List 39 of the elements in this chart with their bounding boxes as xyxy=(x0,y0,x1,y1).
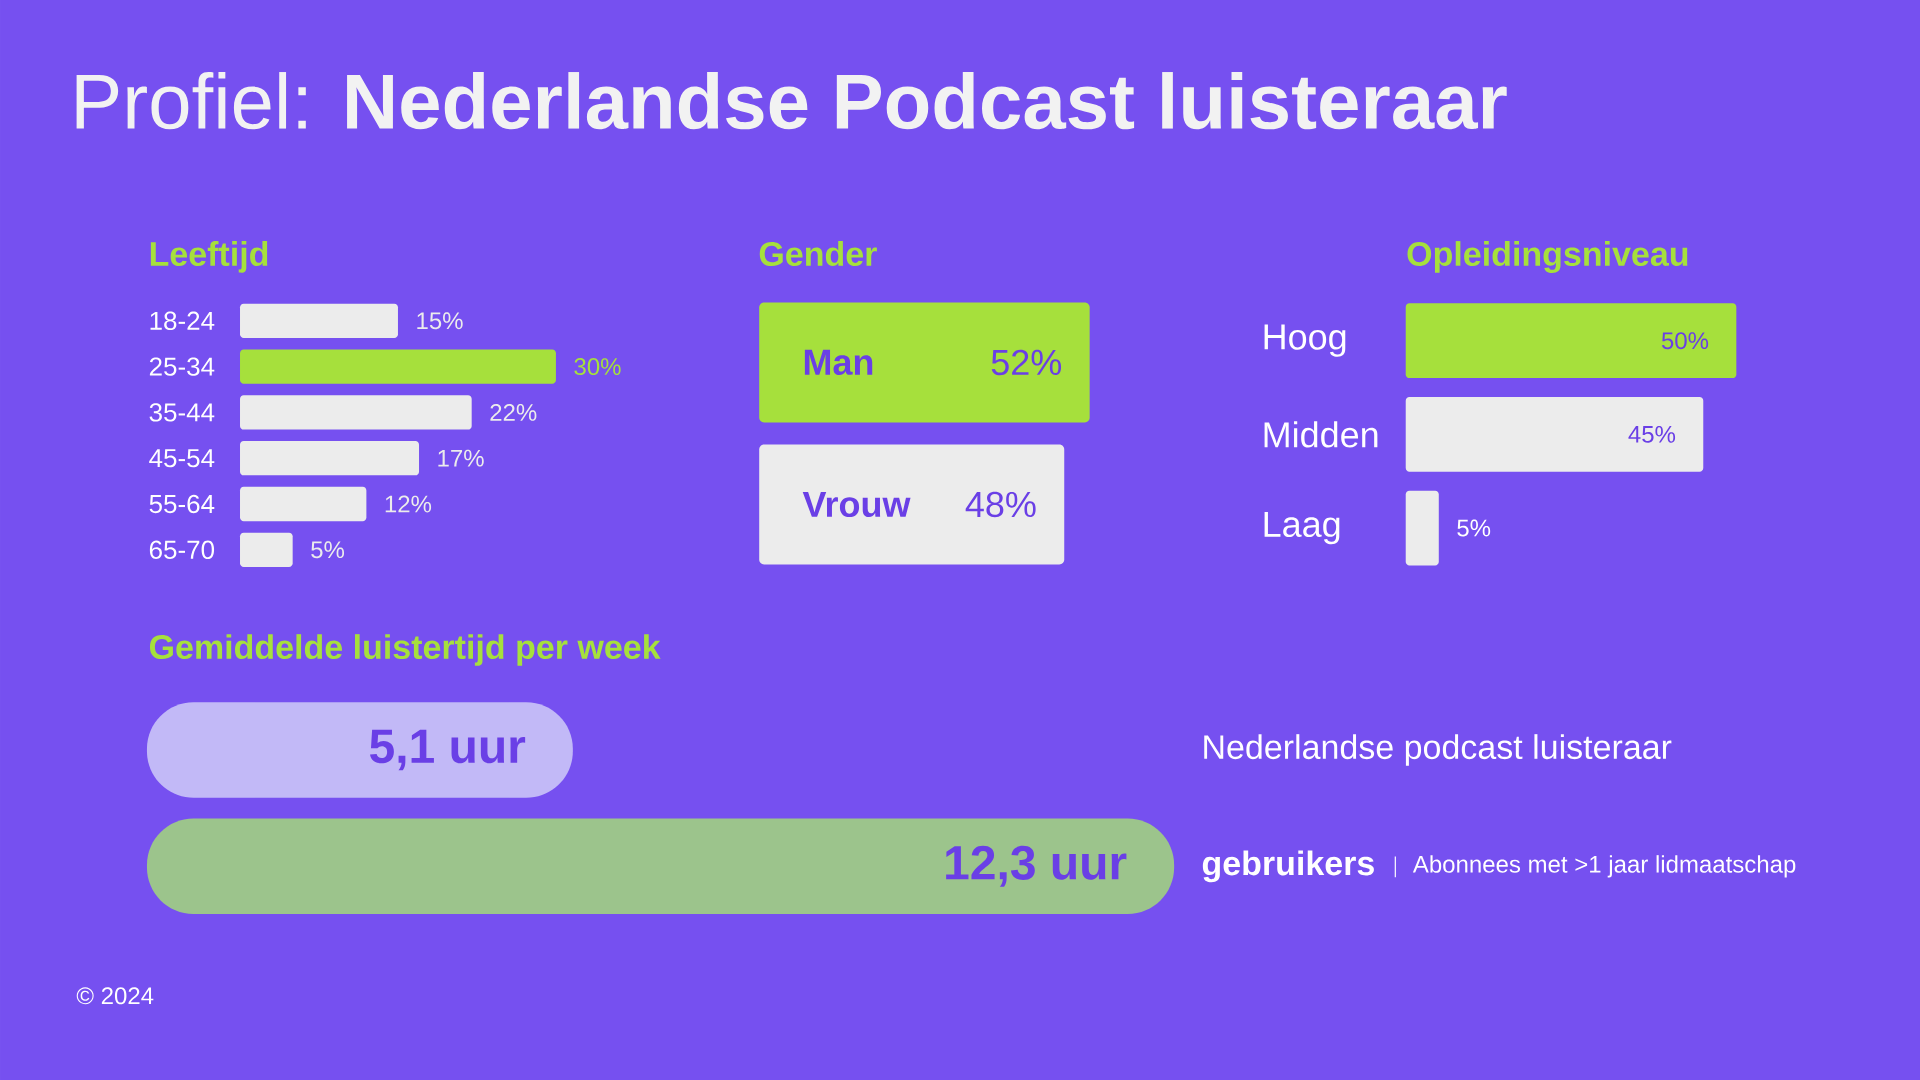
data-label: 52% xyxy=(991,349,1062,376)
text: © 2024 xyxy=(76,987,154,1005)
y-tick-label: Man xyxy=(804,349,873,375)
data-label: 22% xyxy=(490,403,537,421)
data-label: 15% xyxy=(417,312,463,330)
y-tick-label: 35-44 xyxy=(149,403,215,422)
bar xyxy=(240,303,398,338)
y-tick-label: 18-24 xyxy=(150,311,215,331)
y-tick-label: Vrouw xyxy=(802,491,911,518)
bar xyxy=(240,486,367,522)
data-label: 50% xyxy=(1661,332,1709,350)
data-label: 48% xyxy=(965,491,1036,518)
data-label: 30% xyxy=(574,358,621,376)
data-label: 12% xyxy=(385,495,432,513)
y-tick-label: 65-70 xyxy=(149,540,215,559)
bar xyxy=(240,441,420,476)
data-label: 45% xyxy=(1628,425,1676,443)
y-tick-label: Nederlandse podcast luisteraar xyxy=(1204,734,1672,766)
data-label: 5% xyxy=(311,541,345,559)
y-tick-label: 45-54 xyxy=(149,449,215,468)
bar xyxy=(240,395,472,430)
bar xyxy=(240,349,556,384)
data-label: 5% xyxy=(1457,519,1491,537)
y-tick-label: Midden xyxy=(1264,421,1378,448)
data-label: 17% xyxy=(438,449,484,467)
chart-title: Gender xyxy=(759,241,877,267)
text: Profiel: Nederlandse Podcast luisteraar xyxy=(76,72,1507,130)
chart-title: Opleidingsniveau xyxy=(1407,241,1688,273)
y-tick-label: Laag xyxy=(1264,511,1340,545)
y-tick-label: gebruikers xyxy=(1202,850,1374,883)
text: Abonnees met >1 jaar lidmaatschap xyxy=(1412,855,1796,878)
y-tick-label: 25-34 xyxy=(149,357,215,376)
data-label: 12,3 uur xyxy=(946,845,1127,887)
y-tick-label: Hoog xyxy=(1264,324,1346,357)
chart-title: Gemiddelde luistertijd per week xyxy=(149,634,661,666)
chart-subtitle: Leeftijd xyxy=(150,241,268,273)
y-tick-label: 55-64 xyxy=(149,494,215,514)
bar xyxy=(240,532,293,567)
data-label: 5,1 uur xyxy=(370,729,526,771)
